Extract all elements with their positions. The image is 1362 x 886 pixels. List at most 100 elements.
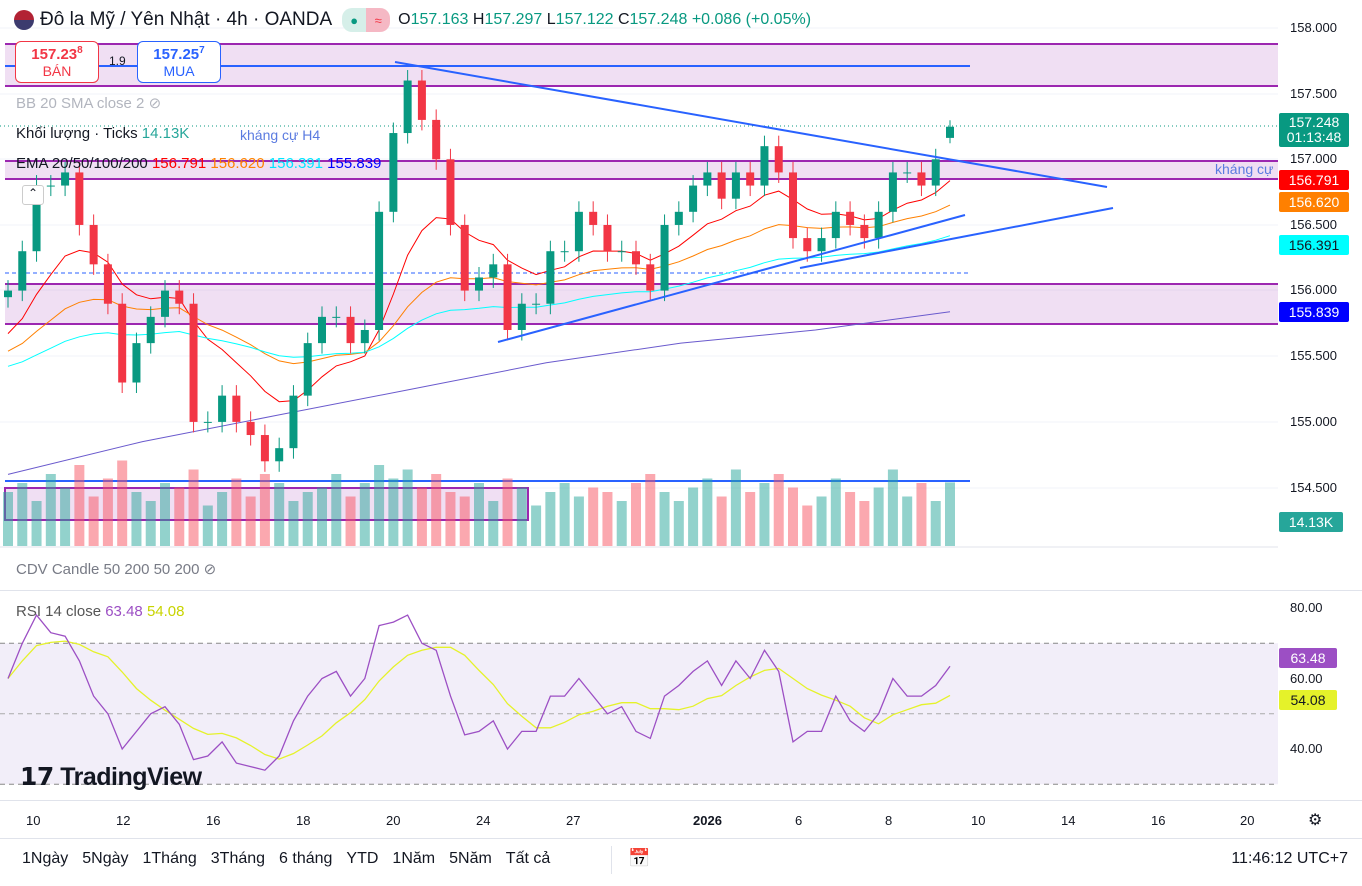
volume-bar: [502, 478, 513, 546]
rsi-chart[interactable]: [0, 590, 1278, 800]
volume-bar: [745, 492, 756, 546]
volume-bar: [102, 478, 113, 546]
symbol-title[interactable]: Đô la Mỹ / Yên Nhật · 4h · OANDA: [40, 9, 333, 30]
volume-bar: [45, 474, 56, 546]
volume-bar: [60, 487, 71, 546]
candle-body: [132, 343, 141, 383]
range-button[interactable]: 6 tháng: [279, 850, 333, 867]
spread: 1.9: [109, 54, 126, 68]
candle-body: [546, 251, 555, 304]
candle-body: [232, 395, 241, 422]
volume-bar: [902, 496, 913, 546]
price-tick: 157.000: [1290, 151, 1337, 166]
candle-body: [318, 316, 326, 344]
ema50-tag: 156.620: [1279, 192, 1349, 212]
candle-body: [360, 329, 369, 344]
time-tick: 6: [795, 813, 803, 828]
candle-body: [275, 448, 284, 462]
volume-bar: [788, 487, 798, 546]
rsi-legend[interactable]: RSI 14 close 63.48 54.08: [16, 603, 185, 620]
range-button[interactable]: Tất cả: [505, 850, 551, 867]
buy-button[interactable]: 157.257 MUA: [137, 41, 221, 83]
range-selector: 1Ngày 5Ngày 1Tháng 3Tháng 6 tháng YTD 1Năm 5Năm…: [22, 850, 550, 868]
ema200-tag: 155.839: [1279, 302, 1349, 322]
candle-body: [89, 224, 98, 265]
time-tick: 18: [296, 813, 311, 828]
rsi-line: [7, 613, 951, 771]
volume-bar: [545, 492, 556, 546]
cdv-legend[interactable]: CDV Candle 50 200 50 200 ⊘: [16, 561, 217, 578]
rsi-tick: 80.00: [1290, 600, 1323, 615]
rsi-ma-tag: 54.08: [1279, 690, 1337, 710]
candle-body: [289, 395, 298, 449]
volume-bar: [602, 492, 613, 546]
sell-button[interactable]: 157.238 BÁN: [15, 41, 99, 83]
settings-icon[interactable]: ⚙: [1308, 812, 1323, 829]
eye-hidden-icon[interactable]: ⊘: [148, 95, 162, 112]
volume-bar: [160, 483, 170, 546]
pane-divider[interactable]: [0, 590, 1362, 591]
volume-legend[interactable]: Khối lượng · Ticks 14.13K: [16, 125, 190, 142]
time-tick: 14: [1061, 813, 1076, 828]
candle-body: [946, 126, 954, 138]
price-tick: 155.000: [1290, 414, 1337, 429]
volume-bar: [616, 501, 627, 546]
volume-bar: [702, 478, 713, 546]
volume-bar: [331, 474, 342, 546]
range-button[interactable]: 1Tháng: [142, 850, 197, 867]
candle-body: [503, 264, 512, 330]
price-chart[interactable]: [0, 0, 1278, 548]
candle-body: [32, 185, 41, 252]
time-tick: 27: [566, 813, 581, 828]
volume-bar: [117, 460, 128, 546]
tradingview-logo[interactable]: 𝟭𝟳 TradingView: [20, 763, 202, 791]
candle-body: [532, 303, 541, 305]
candle-body: [888, 172, 897, 212]
range-button[interactable]: 3Tháng: [210, 850, 266, 867]
rsi-tag: 63.48: [1279, 648, 1337, 668]
eye-hidden-icon[interactable]: ⊘: [203, 561, 217, 578]
candle-body: [303, 343, 312, 396]
range-button[interactable]: 1Ngày: [22, 850, 69, 867]
volume-bar: [531, 505, 542, 546]
time-tick: 10: [971, 813, 986, 828]
bb-legend[interactable]: BB 20 SMA close 2 ⊘: [16, 95, 162, 112]
chart-header: Đô la Mỹ / Yên Nhật · 4h · OANDA ● ≈ O157…: [14, 8, 811, 32]
candle-body: [689, 185, 698, 212]
volume-tag: 14.13K: [1279, 512, 1343, 532]
range-button[interactable]: 5Năm: [449, 850, 492, 867]
volume-bar: [445, 492, 456, 546]
range-button[interactable]: 5Ngày: [82, 850, 129, 867]
time-tick: 12: [116, 813, 131, 828]
clock[interactable]: 11:46:12 UTC+7: [1231, 850, 1348, 867]
volume-bar: [645, 474, 656, 546]
goto-date-icon[interactable]: 📅: [628, 848, 651, 868]
candle-body: [703, 172, 712, 186]
time-tick: 10: [26, 813, 41, 828]
collapse-legend-button[interactable]: ⌃: [22, 185, 44, 205]
time-tick: 16: [1151, 813, 1166, 828]
candle-body: [560, 251, 569, 253]
volume-bar: [31, 501, 42, 546]
volume-bar: [145, 501, 156, 546]
market-status[interactable]: ● ≈: [342, 8, 391, 32]
volume-bar: [217, 492, 228, 546]
volume-bar: [88, 496, 99, 546]
candle-body: [817, 238, 826, 252]
ema-legend[interactable]: EMA 20/50/100/200 156.791 156.620 156.39…: [16, 155, 382, 172]
price-tick: 158.000: [1290, 20, 1337, 35]
time-tick: 20: [386, 813, 401, 828]
volume-bar: [559, 483, 570, 546]
candle-body: [517, 303, 526, 330]
candle-body: [632, 251, 640, 265]
range-button[interactable]: YTD: [346, 850, 379, 867]
volume-bar: [202, 505, 213, 546]
range-button[interactable]: 1Năm: [392, 850, 436, 867]
candle-body: [346, 316, 355, 344]
volume-bar: [231, 478, 242, 546]
volume-bar: [873, 487, 884, 546]
volume-bar: [259, 474, 270, 546]
candle-body: [246, 421, 255, 436]
volume-bar: [916, 483, 927, 546]
resistance-label: kháng cự: [1215, 161, 1274, 177]
